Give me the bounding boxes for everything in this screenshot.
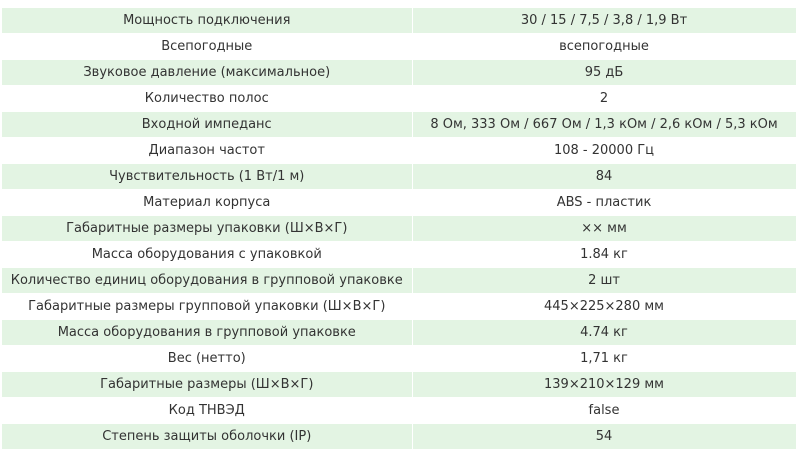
spec-row: Масса оборудования в групповой упаковке 4…	[2, 319, 797, 346]
spec-label: Степень защиты оболочки (IP)	[2, 423, 413, 450]
spec-value: 108 - 20000 Гц	[412, 137, 797, 164]
spec-value: 445×225×280 мм	[412, 293, 797, 320]
spec-row: Всепогодные всепогодные	[2, 33, 797, 60]
spec-label: Количество полос	[2, 85, 413, 112]
spec-label: Мощность подключения	[2, 8, 413, 34]
spec-row: Звуковое давление (максимальное) 95 дБ	[2, 59, 797, 86]
spec-label: Всепогодные	[2, 33, 413, 60]
spec-value: 84	[412, 163, 797, 190]
spec-value: 1.84 кг	[412, 241, 797, 268]
spec-row: Количество полос 2	[2, 85, 797, 112]
spec-label: Габаритные размеры (Ш×В×Г)	[2, 371, 413, 398]
spec-value: 2	[412, 85, 797, 112]
spec-row: Мощность подключения 30 / 15 / 7,5 / 3,8 …	[2, 8, 797, 34]
spec-label: Входной импеданс	[2, 111, 413, 138]
spec-label: Чувствительность (1 Вт/1 м)	[2, 163, 413, 190]
spec-table-body: Мощность подключения 30 / 15 / 7,5 / 3,8 …	[2, 8, 797, 450]
spec-label: Вес (нетто)	[2, 345, 413, 372]
spec-value: ×× мм	[412, 215, 797, 242]
spec-value: всепогодные	[412, 33, 797, 60]
spec-row: Чувствительность (1 Вт/1 м) 84	[2, 163, 797, 190]
spec-row: Масса оборудования с упаковкой 1.84 кг	[2, 241, 797, 268]
spec-row: Входной импеданс 8 Ом, 333 Ом / 667 Ом / …	[2, 111, 797, 138]
spec-value: 54	[412, 423, 797, 450]
spec-value: 8 Ом, 333 Ом / 667 Ом / 1,3 кОм / 2,6 кО…	[412, 111, 797, 138]
spec-value: 2 шт	[412, 267, 797, 294]
spec-row: Количество единиц оборудования в группов…	[2, 267, 797, 294]
spec-label: Материал корпуса	[2, 189, 413, 216]
spec-value: 4.74 кг	[412, 319, 797, 346]
spec-label: Звуковое давление (максимальное)	[2, 59, 413, 86]
spec-row: Габаритные размеры групповой упаковки (Ш…	[2, 293, 797, 320]
spec-row: Диапазон частот 108 - 20000 Гц	[2, 137, 797, 164]
spec-row: Степень защиты оболочки (IP) 54	[2, 423, 797, 450]
spec-value: 1,71 кг	[412, 345, 797, 372]
spec-label: Габаритные размеры групповой упаковки (Ш…	[2, 293, 413, 320]
spec-row: Материал корпуса ABS - пластик	[2, 189, 797, 216]
spec-label: Диапазон частот	[2, 137, 413, 164]
spec-row: Габаритные размеры упаковки (Ш×В×Г) ×× мм	[2, 215, 797, 242]
spec-label: Масса оборудования с упаковкой	[2, 241, 413, 268]
spec-value: 30 / 15 / 7,5 / 3,8 / 1,9 Вт	[412, 8, 797, 34]
spec-value: false	[412, 397, 797, 424]
spec-value: ABS - пластик	[412, 189, 797, 216]
spec-row: Код ТНВЭД false	[2, 397, 797, 424]
spec-label: Масса оборудования в групповой упаковке	[2, 319, 413, 346]
spec-table-container: Мощность подключения 30 / 15 / 7,5 / 3,8 …	[2, 8, 797, 450]
spec-label: Габаритные размеры упаковки (Ш×В×Г)	[2, 215, 413, 242]
spec-value: 139×210×129 мм	[412, 371, 797, 398]
spec-label: Количество единиц оборудования в группов…	[2, 267, 413, 294]
spec-row: Габаритные размеры (Ш×В×Г) 139×210×129 мм	[2, 371, 797, 398]
spec-label: Код ТНВЭД	[2, 397, 413, 424]
spec-value: 95 дБ	[412, 59, 797, 86]
spec-row: Вес (нетто) 1,71 кг	[2, 345, 797, 372]
spec-table: Мощность подключения 30 / 15 / 7,5 / 3,8 …	[2, 8, 797, 450]
